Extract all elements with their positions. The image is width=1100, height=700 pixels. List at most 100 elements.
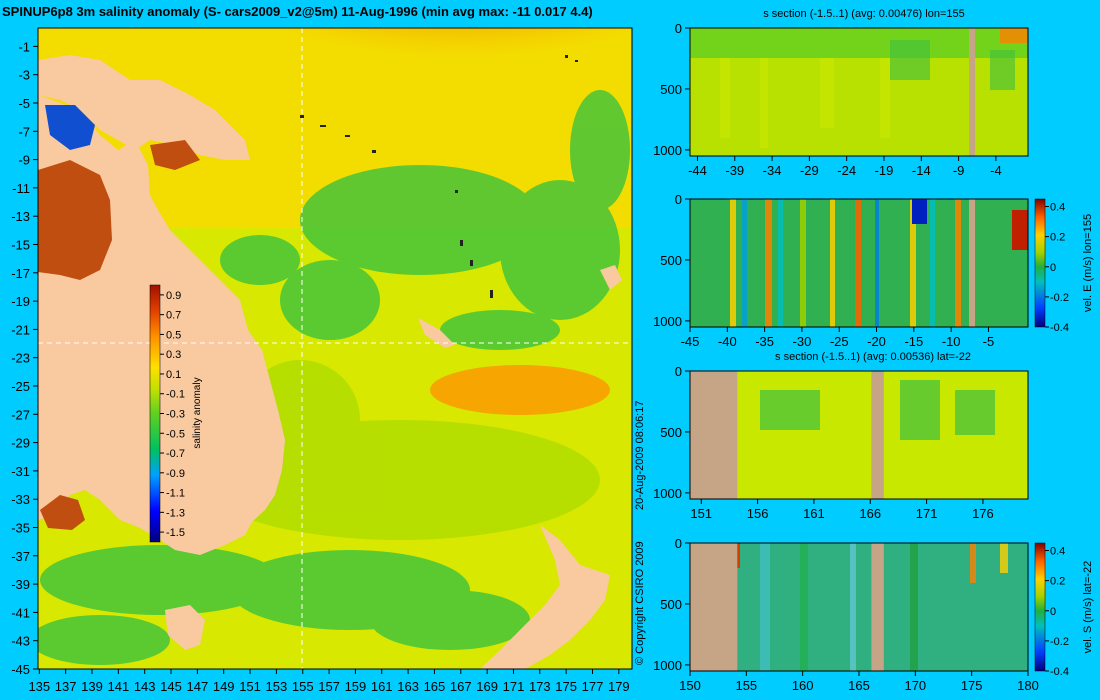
section-1-green-patches	[890, 40, 1015, 90]
map-x-tick-label: 143	[134, 679, 156, 694]
section-x-tick-label: -4	[990, 163, 1002, 178]
section-x-tick-label: 176	[972, 506, 994, 521]
map-colorbar-tick-label: -0.5	[166, 428, 185, 440]
map-x-tick-label: 151	[239, 679, 261, 694]
section-y-tick-label: 0	[675, 536, 682, 551]
map-x-tick-label: 167	[450, 679, 472, 694]
map-y-tick-label: -1	[18, 39, 30, 54]
section-1-streaks	[720, 58, 890, 148]
map-colorbar-tick-label: -1.3	[166, 507, 185, 519]
section-4-stripes	[760, 543, 1008, 671]
map-y-tick-label: -37	[11, 549, 30, 564]
section-x-tick-label: -20	[867, 334, 886, 349]
map-colorbar-tick-label: 0.5	[166, 329, 181, 341]
map-colorbar-tick-label: -1.5	[166, 527, 185, 539]
section-colorbar-tick-label: -0.2	[1050, 292, 1069, 304]
map-y-tick-label: -41	[11, 605, 30, 620]
section-x-tick-label: 166	[859, 506, 881, 521]
section-3-frame	[689, 370, 1029, 500]
section-panel-1: s section (-1.5..1) (avg: 0.00476) lon=1…	[653, 8, 1029, 178]
map-colorbar-tick-label: 0.1	[166, 369, 181, 381]
section-land-band	[690, 543, 738, 671]
map-y-tick-label: -19	[11, 294, 30, 309]
section-x-tick-label: 165	[848, 678, 870, 693]
land-new-caledonia	[418, 318, 455, 348]
section-colorbar-tick-label: -0.4	[1050, 666, 1069, 678]
section-x-tick-label: -44	[688, 163, 707, 178]
section-x-tick-label: -45	[681, 334, 700, 349]
section-land-band	[871, 371, 884, 499]
map-y-tick-label: -27	[11, 407, 30, 422]
section-1-top-layer	[690, 28, 1028, 58]
section-land-band	[871, 543, 884, 671]
map-colorbar-ticks: 0.9 0.7 0.5 0.3 0.1 -0.1 -0.3 -0.5 -0.7 -0.9 -1.1 -…	[160, 290, 185, 539]
section-y-tick-label: 500	[660, 597, 682, 612]
section-y-tick-label: 500	[660, 425, 682, 440]
section-4-x-axis: 150 155 160 165 170 175 180	[679, 671, 1039, 693]
section-x-tick-label: 170	[904, 678, 926, 693]
section-x-tick-label: 156	[747, 506, 769, 521]
section-3-land	[690, 371, 884, 499]
section-colorbar-tick-label: 0	[1050, 262, 1056, 274]
section-x-tick-label: 180	[1017, 678, 1039, 693]
section-2-frame	[689, 198, 1029, 328]
section-colorbar-tick-label: 0.2	[1050, 576, 1065, 588]
section-y-tick-label: 0	[675, 192, 682, 207]
section-x-tick-label: -39	[725, 163, 744, 178]
section-x-tick-label: 160	[792, 678, 814, 693]
section-land-band	[969, 199, 976, 327]
map-y-tick-label: -13	[11, 209, 30, 224]
section-4-colorbar-ticks: 0.4 0.2 0 -0.2 -0.4	[1045, 546, 1069, 678]
section-2-red-core	[1012, 210, 1028, 250]
map-x-tick-label: 161	[371, 679, 393, 694]
map-y-tick-label: -39	[11, 577, 30, 592]
section-x-tick-label: -25	[830, 334, 849, 349]
map-colorbar: 0.9 0.7 0.5 0.3 0.1 -0.1 -0.3 -0.5 -0.7 -0.9 -1.1 -…	[149, 284, 203, 543]
section-x-tick-label: 150	[679, 678, 701, 693]
map-frame	[37, 27, 633, 670]
map-x-tick-label: 141	[107, 679, 129, 694]
section-2-x-axis: -45 -40 -35 -30 -25 -20 -15 -10 -5	[681, 327, 995, 349]
map-colorbar-bar	[149, 284, 161, 543]
section-x-tick-label: -5	[983, 334, 995, 349]
map-y-tick-label: -3	[18, 68, 30, 83]
section-land-band	[969, 28, 976, 156]
section-x-tick-label: 151	[690, 506, 712, 521]
map-x-tick-label: 139	[81, 679, 103, 694]
section-colorbar-tick-label: 0.4	[1050, 202, 1065, 214]
map-y-tick-label: -31	[11, 464, 30, 479]
section-y-tick-label: 0	[675, 21, 682, 36]
map-y-tick-label: -29	[11, 436, 30, 451]
map-eddies	[38, 90, 630, 665]
section-x-tick-label: 155	[735, 678, 757, 693]
map-colorbar-tick-label: 0.7	[166, 310, 181, 322]
map-y-tick-label: -9	[18, 153, 30, 168]
section-x-tick-label: -29	[800, 163, 819, 178]
map-y-tick-label: -23	[11, 351, 30, 366]
island-specks	[300, 55, 578, 298]
map-y-tick-label: -45	[11, 662, 30, 677]
map-y-tick-label: -15	[11, 237, 30, 252]
section-x-tick-label: -14	[912, 163, 931, 178]
map-x-tick-label: 175	[555, 679, 577, 694]
section-x-tick-label: -9	[953, 163, 965, 178]
section-4-land	[690, 543, 884, 671]
map-x-tick-label: 173	[529, 679, 551, 694]
map-x-tick-label: 157	[318, 679, 340, 694]
map-x-tick-label: 135	[28, 679, 50, 694]
map-x-tick-label: 171	[503, 679, 525, 694]
map-y-tick-label: -21	[11, 322, 30, 337]
map-colorbar-tick-label: -0.9	[166, 468, 185, 480]
map-x-tick-label: 147	[187, 679, 209, 694]
section-y-tick-label: 0	[675, 364, 682, 379]
map-x-tick-label: 153	[266, 679, 288, 694]
section-y-tick-label: 1000	[653, 486, 682, 501]
section-1-x-axis: -44 -39 -34 -29 -24 -19 -14 -9 -4	[688, 156, 1002, 178]
section-1-frame	[689, 27, 1029, 157]
section-3-title: s section (-1.5..1) (avg: 0.00536) lat=-…	[775, 351, 971, 363]
map-y-tick-label: -17	[11, 266, 30, 281]
section-4-colorbar-label: vel. S (m/s) lat=-22	[1082, 561, 1094, 654]
section-x-tick-label: -30	[793, 334, 812, 349]
